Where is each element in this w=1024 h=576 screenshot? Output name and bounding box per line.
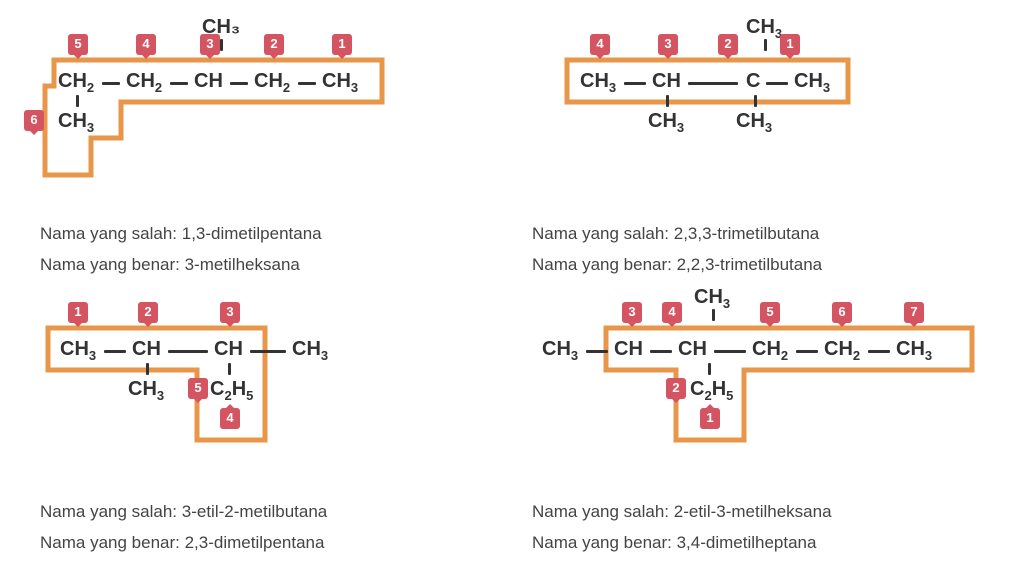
wrong-name: Nama yang salah: 3-etil-2-metilbutana	[40, 498, 492, 525]
num-badge: 5	[188, 378, 208, 399]
structure-2: CH3 CH CH CH3 CH3 C2H5 1 2 3 5 4	[40, 298, 492, 494]
num-badge: 5	[760, 302, 780, 323]
structure-3: CH3 CH3 CH CH CH2 CH2 CH3 C2H5 3 4 5 6 7…	[532, 298, 984, 494]
branch-atom: CH3	[128, 378, 164, 401]
highlight-path-2	[40, 298, 500, 478]
carbon-1: CH3	[322, 70, 358, 93]
carbon-4: CH3	[580, 70, 616, 93]
bond	[104, 350, 126, 353]
num-badge: 6	[24, 110, 44, 131]
bond	[650, 350, 672, 353]
bond	[764, 39, 767, 51]
carbon-ch3: CH3	[292, 338, 328, 361]
carbon-1: CH3	[794, 70, 830, 93]
bond	[712, 309, 715, 321]
num-badge: 1	[332, 34, 352, 55]
num-badge: 4	[136, 34, 156, 55]
panel-0: CH₃ CH2 CH2 CH CH2 CH3 CH3 5 4 3 2 1 6 N…	[40, 20, 492, 278]
correct-name: Nama yang benar: 2,2,3-trimetilbutana	[532, 251, 984, 278]
structure-1: CH3 CH3 CH C CH3 CH3 CH3 4 3 2 1	[532, 20, 984, 216]
bond	[146, 363, 149, 375]
carbon-7: CH3	[896, 338, 932, 361]
branch-atom: CH3	[736, 110, 772, 133]
panel-2: CH3 CH CH CH3 CH3 C2H5 1 2 3 5 4 Nama ya…	[40, 298, 492, 556]
carbon-3: CH	[614, 338, 643, 361]
branch-atom: C2H5	[210, 378, 253, 401]
bond	[220, 39, 223, 51]
structure-0: CH₃ CH2 CH2 CH CH2 CH3 CH3 5 4 3 2 1 6	[40, 20, 492, 216]
bond	[766, 82, 788, 85]
carbon-1: CH3	[60, 338, 96, 361]
bond	[250, 350, 286, 353]
bond	[230, 82, 248, 85]
num-badge: 6	[832, 302, 852, 323]
bond	[168, 350, 208, 353]
panel-3: CH3 CH3 CH CH CH2 CH2 CH3 C2H5 3 4 5 6 7…	[532, 298, 984, 556]
bond	[754, 95, 757, 107]
num-badge: 1	[700, 408, 720, 429]
num-badge: 3	[200, 34, 220, 55]
bond	[624, 82, 646, 85]
correct-name: Nama yang benar: 3,4-dimetilheptana	[532, 529, 984, 556]
bond	[102, 82, 120, 85]
bond	[228, 363, 231, 375]
carbon-3: CH	[214, 338, 243, 361]
num-badge: 1	[68, 302, 88, 323]
bond	[708, 363, 711, 375]
num-badge: 1	[780, 34, 800, 55]
carbon-2: CH	[132, 338, 161, 361]
carbon-2: C	[746, 70, 760, 93]
bond	[298, 82, 316, 85]
bond	[76, 95, 79, 107]
branch-atom: CH3	[746, 16, 782, 39]
bond	[796, 350, 818, 353]
num-badge: 2	[264, 34, 284, 55]
carbon-ch3: CH3	[542, 338, 578, 361]
num-badge: 3	[220, 302, 240, 323]
carbon-4: CH	[678, 338, 707, 361]
correct-name: Nama yang benar: 3-metilheksana	[40, 251, 492, 278]
carbon-3: CH	[652, 70, 681, 93]
wrong-name: Nama yang salah: 2-etil-3-metilheksana	[532, 498, 984, 525]
num-badge: 3	[658, 34, 678, 55]
bond	[170, 82, 188, 85]
panel-grid: CH₃ CH2 CH2 CH CH2 CH3 CH3 5 4 3 2 1 6 N…	[0, 0, 1024, 576]
carbon-6: CH2	[824, 338, 860, 361]
bond	[868, 350, 890, 353]
carbon-2: CH2	[254, 70, 290, 93]
bond	[586, 350, 608, 353]
wrong-name: Nama yang salah: 2,3,3-trimetilbutana	[532, 220, 984, 247]
panel-1: CH3 CH3 CH C CH3 CH3 CH3 4 3 2 1 Nama ya…	[532, 20, 984, 278]
carbon-5: CH2	[58, 70, 94, 93]
num-badge: 7	[904, 302, 924, 323]
num-badge: 2	[666, 378, 686, 399]
carbon-3: CH	[194, 70, 223, 93]
carbon-6: CH3	[58, 110, 94, 133]
carbon-4: CH2	[126, 70, 162, 93]
correct-name: Nama yang benar: 2,3-dimetilpentana	[40, 529, 492, 556]
num-badge: 2	[718, 34, 738, 55]
branch-atom: CH3	[694, 286, 730, 309]
branch-atom: CH3	[648, 110, 684, 133]
branch-atom: C2H5	[690, 378, 733, 401]
num-badge: 3	[622, 302, 642, 323]
bond	[666, 95, 669, 107]
carbon-5: CH2	[752, 338, 788, 361]
wrong-name: Nama yang salah: 1,3-dimetilpentana	[40, 220, 492, 247]
num-badge: 4	[662, 302, 682, 323]
bond	[688, 82, 738, 85]
num-badge: 2	[138, 302, 158, 323]
num-badge: 4	[590, 34, 610, 55]
num-badge: 4	[220, 408, 240, 429]
num-badge: 5	[68, 34, 88, 55]
bond	[714, 350, 746, 353]
